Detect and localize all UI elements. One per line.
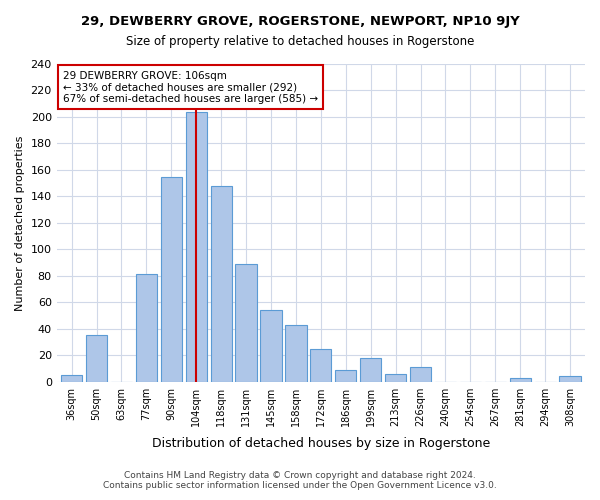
Text: 29, DEWBERRY GROVE, ROGERSTONE, NEWPORT, NP10 9JY: 29, DEWBERRY GROVE, ROGERSTONE, NEWPORT,…	[80, 15, 520, 28]
Bar	[310, 348, 331, 382]
Bar	[410, 367, 431, 382]
Bar	[360, 358, 381, 382]
Bar	[335, 370, 356, 382]
Bar	[235, 264, 257, 382]
Text: Contains HM Land Registry data © Crown copyright and database right 2024.
Contai: Contains HM Land Registry data © Crown c…	[103, 470, 497, 490]
Y-axis label: Number of detached properties: Number of detached properties	[15, 135, 25, 310]
Text: 29 DEWBERRY GROVE: 106sqm
← 33% of detached houses are smaller (292)
67% of semi: 29 DEWBERRY GROVE: 106sqm ← 33% of detac…	[63, 70, 318, 104]
Bar	[211, 186, 232, 382]
Bar	[385, 374, 406, 382]
Bar	[286, 324, 307, 382]
X-axis label: Distribution of detached houses by size in Rogerstone: Distribution of detached houses by size …	[152, 437, 490, 450]
Text: Size of property relative to detached houses in Rogerstone: Size of property relative to detached ho…	[126, 35, 474, 48]
Bar	[61, 375, 82, 382]
Bar	[185, 112, 207, 382]
Bar	[509, 378, 531, 382]
Bar	[161, 176, 182, 382]
Bar	[559, 376, 581, 382]
Bar	[136, 274, 157, 382]
Bar	[260, 310, 281, 382]
Bar	[86, 336, 107, 382]
